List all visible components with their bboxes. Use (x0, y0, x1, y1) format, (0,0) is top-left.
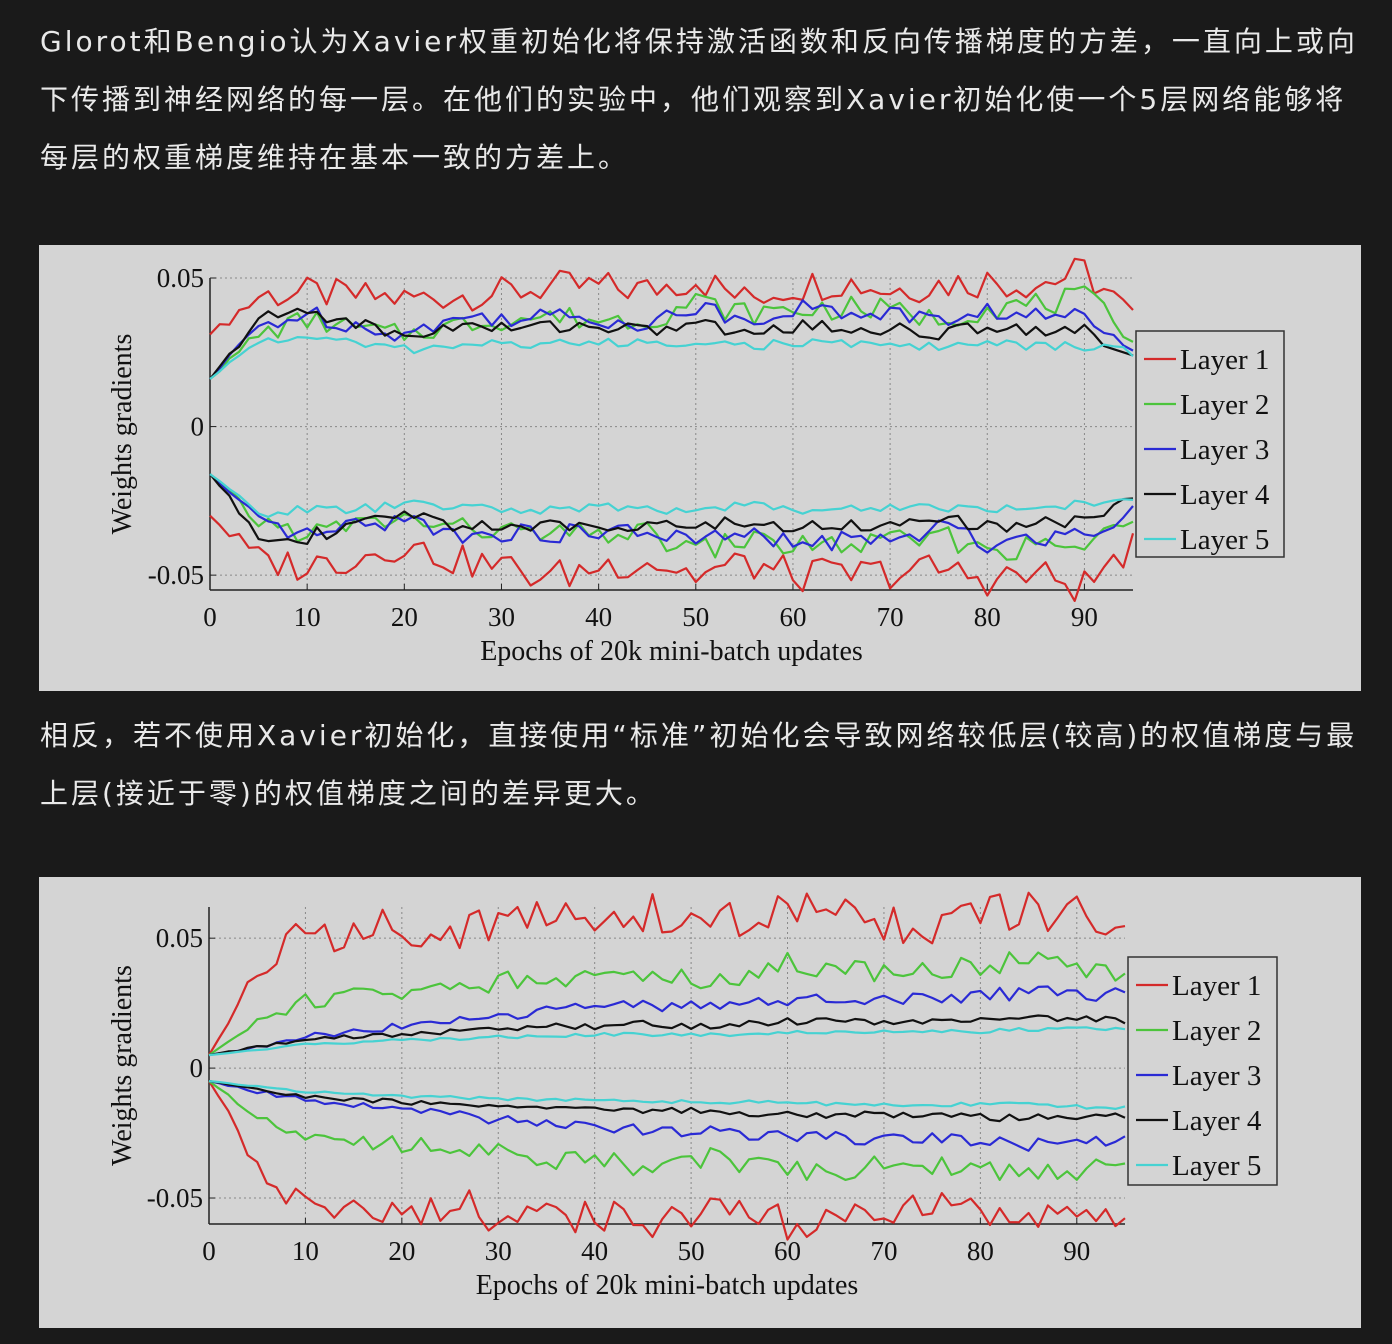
series-line-layer-1-lower (209, 514, 1135, 602)
legend-box (1127, 956, 1278, 1186)
series-line-layer-1-upper (209, 257, 1134, 336)
xavier-gradient-figure: 0 10 20 30 40 50 60 70 80 90 -0.05 0 0.05 Epochs of 2… (39, 245, 1361, 691)
series-line-layer-2-upper (209, 285, 1134, 380)
y-axis-title: Weights gradients (107, 965, 138, 1166)
y-tick-label: 0.05 (156, 923, 203, 953)
legend-label: Layer 5 (1172, 1150, 1261, 1182)
series-line-layer-4-lower (208, 1080, 1126, 1123)
series-line-layer-1-lower (208, 1080, 1126, 1241)
y-tick-label: 0 (191, 412, 205, 442)
x-tick-label: 20 (388, 1236, 415, 1266)
y-tick-label: 0.05 (157, 263, 204, 293)
x-tick-label: 40 (585, 602, 612, 632)
series-line-layer-4-upper (209, 307, 1134, 380)
legend-label: Layer 2 (1172, 1015, 1261, 1047)
y-axis-title: Weights gradients (107, 334, 138, 535)
x-tick-label: 10 (292, 1236, 319, 1266)
x-axis-title: Epochs of 20k mini-batch updates (476, 1270, 859, 1301)
series-line-layer-5-upper (208, 1026, 1126, 1057)
intro-paragraph: Glorot和Bengio认为Xavier权重初始化将保持激活函数和反向传播梯度… (40, 25, 1358, 174)
x-tick-label: 70 (877, 602, 904, 632)
legend-label: Layer 3 (1172, 1060, 1261, 1092)
x-tick-label: 80 (974, 602, 1001, 632)
x-tick-label: 70 (870, 1236, 897, 1266)
x-tick-label: 30 (485, 1236, 512, 1266)
series-line-layer-1-upper (208, 891, 1126, 1056)
x-tick-label: 50 (678, 1236, 705, 1266)
standard-init-gradient-chart: 0 10 20 30 40 50 60 70 80 90 -0.05 0 0.05 Epochs of 2… (107, 891, 1278, 1301)
y-tick-label: 0 (190, 1053, 204, 1083)
x-tick-label: 60 (774, 1236, 801, 1266)
x-tick-label: 20 (391, 602, 418, 632)
series-line-layer-3-upper (208, 985, 1126, 1057)
x-tick-label: 0 (202, 1236, 216, 1266)
y-tick-label: -0.05 (148, 560, 204, 590)
series-line-layer-3-upper (209, 299, 1134, 380)
xavier-gradient-chart: 0 10 20 30 40 50 60 70 80 90 -0.05 0 0.05 Epochs of 2… (107, 257, 1285, 667)
series-line-layer-4-lower (209, 473, 1134, 545)
y-tick-label: -0.05 (147, 1183, 203, 1213)
legend-label: Layer 4 (1180, 479, 1270, 511)
legend-label: Layer 1 (1180, 344, 1269, 376)
x-tick-label: 50 (682, 602, 709, 632)
legend-label: Layer 1 (1172, 970, 1261, 1002)
series-line-layer-3-lower (208, 1080, 1126, 1152)
x-tick-label: 80 (967, 1236, 994, 1266)
series-line-layer-3-lower (209, 473, 1134, 554)
x-axis-title: Epochs of 20k mini-batch updates (480, 636, 863, 667)
series-line-layer-2-upper (208, 951, 1126, 1057)
x-tick-label: 30 (488, 602, 515, 632)
x-tick-label: 60 (779, 602, 806, 632)
legend-label: Layer 4 (1172, 1105, 1262, 1137)
x-tick-label: 90 (1071, 602, 1098, 632)
legend-label: Layer 3 (1180, 434, 1269, 466)
x-tick-label: 0 (203, 602, 217, 632)
x-tick-label: 90 (1063, 1236, 1090, 1266)
standard-init-gradient-figure: 0 10 20 30 40 50 60 70 80 90 -0.05 0 0.05 Epochs of 2… (39, 877, 1361, 1328)
series-line-layer-4-upper (208, 1014, 1126, 1057)
series-line-layer-5-lower (208, 1080, 1126, 1110)
comparison-paragraph: 相反，若不使用Xavier初始化，直接使用“标准”初始化会导致网络较低层(较高)… (40, 719, 1358, 810)
series-line-layer-5-lower (209, 473, 1134, 518)
legend-box (1135, 330, 1285, 558)
x-tick-label: 10 (294, 602, 321, 632)
legend-label: Layer 5 (1180, 524, 1269, 556)
legend-label: Layer 2 (1180, 389, 1269, 421)
series-line-layer-5-upper (209, 335, 1134, 380)
x-tick-label: 40 (581, 1236, 608, 1266)
series-line-layer-2-lower (208, 1080, 1126, 1181)
